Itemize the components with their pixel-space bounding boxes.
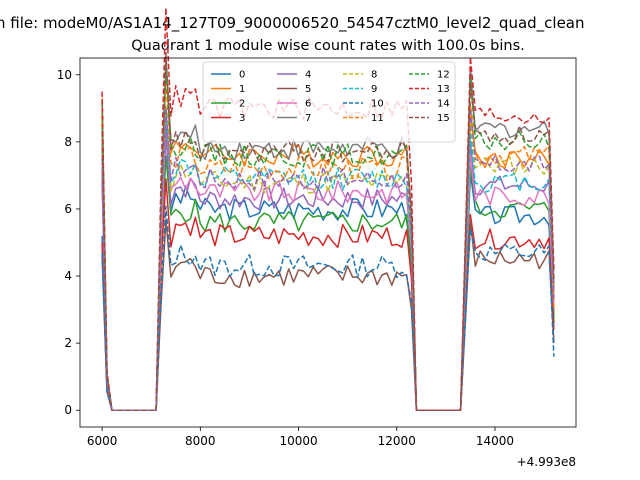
x-offset-label: +4.993e8 (517, 455, 576, 469)
legend-box (202, 61, 456, 143)
series-line-6 (101, 110, 555, 411)
y-tick-label: 8 (64, 135, 72, 149)
legend-label-1: 1 (239, 84, 245, 95)
x-tick-label: 8000 (185, 434, 216, 448)
legend-label-0: 0 (239, 70, 245, 81)
legend-label-2: 2 (239, 99, 245, 110)
series-line-9 (101, 106, 555, 411)
series-line-13 (101, 7, 555, 411)
y-tick-label: 6 (64, 202, 72, 216)
series-line-0 (101, 127, 555, 411)
legend-label-7: 7 (305, 113, 311, 124)
legend-label-9: 9 (371, 84, 377, 95)
legend-label-6: 6 (305, 99, 311, 110)
chart-title: Quadrant 1 module wise count rates with … (131, 38, 525, 54)
series-line-2 (101, 155, 555, 411)
legend-label-8: 8 (371, 70, 377, 81)
legend-label-10: 10 (371, 99, 384, 110)
y-tick-label: 2 (64, 336, 72, 350)
y-axis: 0 2 4 6 8 10 (57, 68, 80, 417)
legend-label-11: 11 (371, 113, 384, 124)
y-tick-label: 10 (57, 68, 72, 82)
x-tick-label: 14000 (476, 434, 514, 448)
y-tick-label: 4 (64, 269, 72, 283)
x-tick-label: 6000 (87, 434, 118, 448)
figure-suptitle: n file: modeM0/AS1A14_127T09_9000006520_… (0, 14, 585, 33)
legend-label-14: 14 (437, 99, 450, 110)
legend-label-5: 5 (305, 84, 311, 95)
legend-label-4: 4 (305, 70, 311, 81)
y-tick-label: 0 (64, 403, 72, 417)
legend-label-13: 13 (437, 84, 450, 95)
series-line-14 (101, 107, 555, 411)
series-line-10 (101, 205, 555, 411)
series-layer (101, 7, 555, 411)
series-line-1 (101, 59, 555, 411)
series-line-15 (101, 52, 555, 411)
legend-label-3: 3 (239, 113, 245, 124)
legend-label-12: 12 (437, 70, 450, 81)
x-tick-label: 12000 (378, 434, 416, 448)
x-tick-label: 10000 (279, 434, 317, 448)
axes-frame (79, 57, 577, 428)
legend-label-15: 15 (437, 113, 450, 124)
x-axis: 6000 8000 10000 12000 14000 (87, 427, 514, 448)
series-line-11 (101, 79, 555, 411)
series-line-3 (101, 178, 555, 411)
